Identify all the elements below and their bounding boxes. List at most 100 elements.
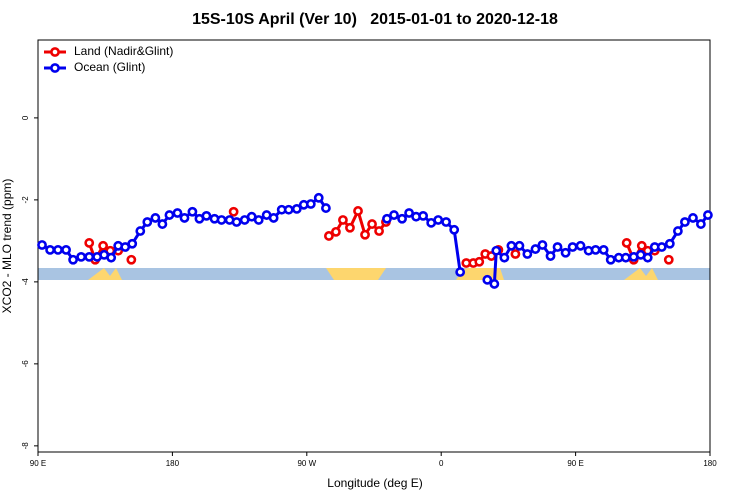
data-point bbox=[157, 219, 168, 229]
x-tick-label: 180 bbox=[703, 459, 717, 468]
data-point bbox=[179, 213, 190, 223]
data-point bbox=[345, 222, 355, 233]
data-point bbox=[491, 245, 502, 256]
data-point bbox=[231, 217, 242, 227]
data-point bbox=[61, 244, 71, 255]
legend-marker bbox=[50, 47, 60, 57]
data-point bbox=[187, 206, 198, 217]
data-point bbox=[76, 251, 87, 262]
data-point bbox=[552, 242, 563, 252]
data-point bbox=[642, 252, 653, 263]
data-point bbox=[367, 219, 377, 229]
data-point bbox=[397, 213, 407, 224]
y-axis-label: XCO2 - MLO trend (ppm) bbox=[0, 179, 14, 314]
y-tick-label: 0 bbox=[21, 115, 30, 120]
x-tick-label: 0 bbox=[439, 459, 444, 468]
series-line bbox=[89, 211, 669, 263]
data-point bbox=[291, 203, 302, 214]
data-point bbox=[636, 240, 647, 251]
data-point bbox=[313, 192, 324, 203]
data-point bbox=[360, 229, 370, 240]
data-point bbox=[305, 199, 316, 209]
legend-marker bbox=[50, 63, 60, 73]
data-point bbox=[560, 247, 571, 258]
data-point bbox=[98, 240, 109, 251]
data-point bbox=[127, 238, 138, 249]
data-point bbox=[575, 240, 586, 251]
data-point bbox=[324, 231, 334, 241]
legend-label: Ocean (Glint) bbox=[74, 60, 145, 74]
data-point bbox=[598, 244, 609, 255]
data-point bbox=[126, 254, 137, 265]
data-point bbox=[605, 254, 616, 265]
data-point bbox=[621, 238, 632, 248]
data-point bbox=[695, 219, 706, 229]
data-point bbox=[680, 217, 690, 227]
data-point bbox=[449, 224, 460, 235]
data-point bbox=[510, 249, 521, 259]
data-point bbox=[68, 254, 78, 265]
data-point bbox=[164, 210, 175, 220]
data-point bbox=[656, 242, 667, 252]
data-point bbox=[433, 215, 444, 225]
data-point bbox=[84, 251, 95, 262]
data-point bbox=[499, 252, 510, 263]
data-point bbox=[142, 217, 153, 227]
data-point bbox=[283, 204, 294, 215]
data-point bbox=[404, 208, 414, 218]
data-point bbox=[506, 240, 517, 251]
data-point bbox=[353, 206, 363, 216]
data-point bbox=[374, 226, 384, 236]
data-point bbox=[688, 213, 698, 223]
data-point bbox=[482, 274, 493, 285]
data-point bbox=[590, 244, 601, 255]
x-tick-label: 180 bbox=[166, 459, 180, 468]
legend-label: Land (Nadir&Glint) bbox=[74, 44, 173, 58]
y-tick-label: -8 bbox=[21, 442, 30, 450]
x-tick-label: 90 W bbox=[297, 459, 316, 468]
data-point bbox=[37, 240, 47, 250]
data-point bbox=[474, 256, 485, 267]
data-point bbox=[228, 206, 239, 217]
y-tick-label: -6 bbox=[21, 360, 30, 368]
x-axis-label: Longitude (deg E) bbox=[327, 476, 422, 490]
data-point bbox=[663, 254, 674, 265]
data-point bbox=[567, 242, 578, 252]
data-point bbox=[664, 238, 675, 249]
data-point bbox=[135, 226, 146, 236]
data-point bbox=[530, 244, 541, 254]
data-point bbox=[45, 244, 55, 255]
data-point bbox=[382, 213, 392, 224]
y-tick-label: -2 bbox=[21, 196, 30, 204]
land-band bbox=[88, 268, 658, 280]
data-point bbox=[253, 215, 264, 225]
data-point bbox=[455, 267, 466, 277]
chart-title: 15S-10S April (Ver 10) 2015-01-01 to 202… bbox=[192, 11, 558, 28]
data-point bbox=[172, 208, 183, 218]
data-point bbox=[321, 203, 331, 213]
x-tick-label: 90 E bbox=[30, 459, 46, 468]
data-point bbox=[489, 279, 500, 289]
data-point bbox=[703, 210, 713, 220]
data-point bbox=[268, 213, 279, 223]
data-point bbox=[84, 238, 95, 248]
data-point bbox=[620, 252, 631, 263]
data-point bbox=[389, 210, 399, 220]
data-point bbox=[537, 240, 548, 250]
data-point bbox=[201, 210, 212, 221]
data-point bbox=[545, 251, 556, 261]
y-tick-label: -4 bbox=[21, 278, 30, 286]
data-point bbox=[53, 244, 63, 255]
data-point bbox=[672, 226, 683, 236]
data-point bbox=[150, 213, 161, 223]
data-point bbox=[522, 249, 533, 259]
data-point bbox=[331, 226, 341, 237]
data-point bbox=[418, 210, 429, 221]
data-point bbox=[514, 240, 525, 251]
plot-frame bbox=[37, 39, 711, 453]
data-point bbox=[216, 215, 227, 225]
data-point bbox=[338, 215, 348, 225]
data-point bbox=[106, 252, 117, 263]
x-tick-label: 90 E bbox=[567, 459, 583, 468]
